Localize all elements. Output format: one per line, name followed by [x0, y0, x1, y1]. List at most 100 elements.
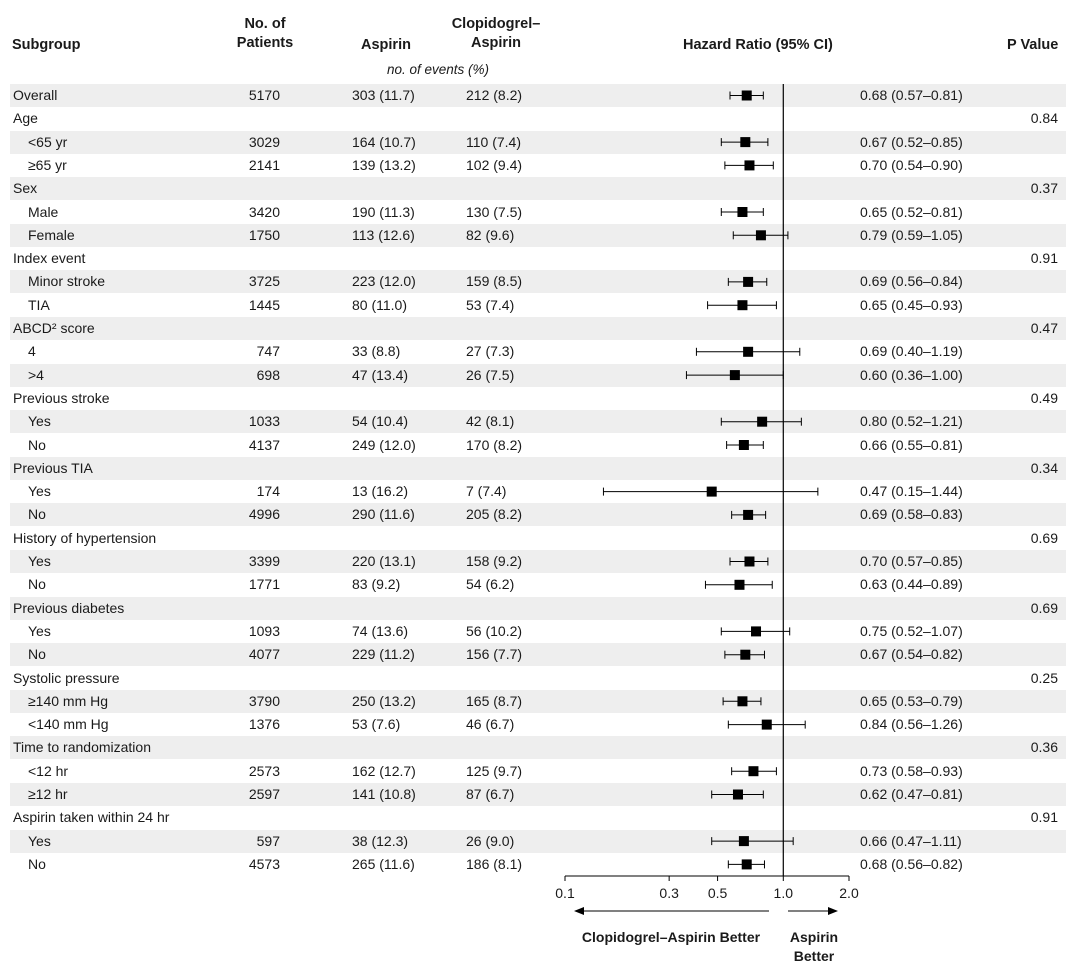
row-label: TIA [28, 296, 50, 313]
hr-marker [732, 789, 743, 800]
patients-count: 3399 [248, 553, 280, 569]
patients-count: 597 [256, 832, 280, 849]
patients-count: 4996 [248, 506, 280, 523]
p-value: 0.49 [1030, 389, 1058, 406]
patients-count: 1376 [248, 716, 280, 733]
row-label: Female [28, 226, 75, 243]
clopidogrel-better-label: Clopidogrel–Aspirin Better [581, 929, 761, 945]
x-tick-label: 0.3 [659, 885, 679, 901]
row-label: Time to randomization [13, 739, 151, 756]
table-row: No 4996 290 (11.6) 205 (8.2) 0.69 (0.58–0.83… [10, 503, 1066, 527]
clopidogrel-events: 165 (8.7) [466, 692, 523, 709]
clopidogrel-events: 159 (8.5) [466, 273, 523, 290]
clopidogrel-events: 212 (8.2) [466, 87, 523, 103]
hazard-ratio-text: 0.63 (0.44–0.89) [860, 576, 963, 593]
table-row: Female 1750 113 (12.6) 82 (9.6) 0.79 (0.59–1… [10, 223, 1066, 247]
table-row: Yes 174 13 (16.2) 7 (7.4) 0.47 (0.15–1.44) [10, 480, 1066, 503]
patients-count: 4573 [248, 855, 280, 872]
hazard-ratio-text: 0.66 (0.47–1.11) [860, 832, 962, 849]
header-patients: No. of Patients [236, 16, 294, 51]
patients-count: 1750 [248, 226, 280, 243]
aspirin-events: 229 (11.2) [352, 646, 415, 663]
clopidogrel-events: 27 (7.3) [466, 343, 515, 360]
hazard-ratio-text: 0.60 (0.36–1.00) [860, 366, 963, 383]
patients-count: 2597 [248, 786, 280, 802]
clopidogrel-events: 53 (7.4) [466, 296, 515, 313]
hr-marker [738, 836, 749, 847]
table-row: No 4137 249 (12.0) 170 (8.2) 0.66 (0.55–0.81… [10, 434, 1066, 457]
clopidogrel-events: 26 (9.0) [466, 832, 515, 849]
table-row: No 4077 229 (11.2) 156 (7.7) 0.67 (0.54–0.82… [10, 643, 1066, 667]
aspirin-events: 38 (12.3) [352, 832, 409, 849]
hr-marker [740, 137, 751, 148]
table-row: No 4573 265 (11.6) 186 (8.1) 0.68 (0.56–0.82… [10, 853, 1066, 876]
clopidogrel-events: 46 (6.7) [466, 716, 515, 733]
aspirin-events: 249 (12.0) [352, 436, 416, 453]
hr-marker [755, 230, 766, 241]
clopidogrel-events: 125 (9.7) [466, 762, 523, 779]
table-row: <12 hr 2573 162 (12.7) 125 (9.7) 0.73 (0.58–… [10, 760, 1066, 783]
table-row: Yes 1093 74 (13.6) 56 (10.2) 0.75 (0.52–1.07… [10, 620, 1066, 643]
table-row: Yes 1033 54 (10.4) 42 (8.1) 0.80 (0.52–1.21) [10, 410, 1066, 434]
clopidogrel-events: 186 (8.1) [466, 855, 523, 872]
aspirin-events: 13 (16.2) [352, 483, 409, 500]
hr-marker [729, 370, 740, 381]
aspirin-events: 47 (13.4) [352, 366, 409, 383]
table-row: ≥140 mm Hg 3790 250 (13.2) 165 (8.7) 0.65 (0… [10, 689, 1066, 713]
subgroup-row: Aspirin taken within 24 hr 0.91 [10, 806, 1066, 829]
table-row: Yes 597 38 (12.3) 26 (9.0) 0.66 (0.47–1.11) [10, 829, 1066, 853]
row-label: Previous stroke [13, 389, 110, 406]
row-label: Yes [28, 622, 51, 639]
p-value: 0.36 [1030, 739, 1058, 756]
hazard-ratio-text: 0.65 (0.45–0.93) [860, 296, 963, 313]
hazard-ratio-text: 0.79 (0.59–1.05) [860, 226, 963, 243]
p-value: 0.37 [1030, 180, 1058, 197]
x-tick-label: 2.0 [839, 885, 859, 901]
clopidogrel-events: 205 (8.2) [466, 506, 523, 523]
hr-marker [737, 696, 748, 707]
row-label: Index event [13, 250, 86, 267]
subgroup-row: Systolic pressure 0.25 [10, 667, 1066, 690]
hazard-ratio-text: 0.69 (0.58–0.83) [860, 506, 963, 523]
table-row: TIA 1445 80 (11.0) 53 (7.4) 0.65 (0.45–0.93) [10, 294, 1066, 317]
subgroup-row: ABCD² score 0.47 [10, 317, 1066, 340]
hazard-ratio-text: 0.69 (0.40–1.19) [860, 343, 963, 360]
table-row: <140 mm Hg 1376 53 (7.6) 46 (6.7) 0.84 (0.56… [10, 713, 1066, 736]
p-value: 0.91 [1030, 250, 1058, 267]
hazard-ratio-text: 0.62 (0.47–0.81) [860, 786, 963, 802]
clopidogrel-events: 102 (9.4) [466, 156, 523, 173]
x-tick-label: 0.5 [708, 885, 728, 901]
p-value: 0.34 [1030, 459, 1058, 476]
clopidogrel-events: 82 (9.6) [466, 226, 515, 243]
p-value: 0.69 [1030, 529, 1058, 546]
header-clopidogrel-aspirin: Clopidogrel– Aspirin [451, 16, 541, 51]
row-label: ≥65 yr [28, 156, 67, 173]
row-label: ≥140 mm Hg [28, 692, 109, 709]
row-label: Aspirin taken within 24 hr [13, 809, 170, 826]
subgroup-row: Overall 5170 303 (11.7) 212 (8.2) 0.68 (0.57… [10, 84, 1066, 107]
left-arrow-head [574, 907, 584, 915]
hr-marker [743, 509, 754, 520]
hazard-ratio-text: 0.47 (0.15–1.44) [860, 483, 963, 500]
hr-marker [748, 766, 759, 777]
hr-marker [740, 649, 751, 660]
subgroup-row: Previous stroke 0.49 [10, 387, 1066, 410]
p-value: 0.69 [1030, 599, 1058, 616]
clopidogrel-events: 87 (6.7) [466, 786, 515, 802]
clopidogrel-events: 170 (8.2) [466, 436, 523, 453]
patients-count: 5170 [248, 87, 280, 103]
row-label: <140 mm Hg [28, 716, 109, 733]
patients-count: 1445 [248, 296, 280, 313]
x-tick-label: 1.0 [774, 885, 794, 901]
row-label: No [28, 506, 46, 523]
hazard-ratio-text: 0.70 (0.54–0.90) [860, 156, 963, 173]
patients-count: 1033 [248, 413, 280, 430]
hazard-ratio-text: 0.68 (0.56–0.82) [860, 855, 963, 872]
aspirin-events: 303 (11.7) [352, 87, 415, 103]
subgroup-row: Sex 0.37 [10, 177, 1066, 201]
row-label: 4 [28, 343, 36, 360]
clopidogrel-events: 26 (7.5) [466, 366, 515, 383]
aspirin-events: 190 (11.3) [352, 203, 415, 220]
header-aspirin: Aspirin [361, 37, 411, 53]
